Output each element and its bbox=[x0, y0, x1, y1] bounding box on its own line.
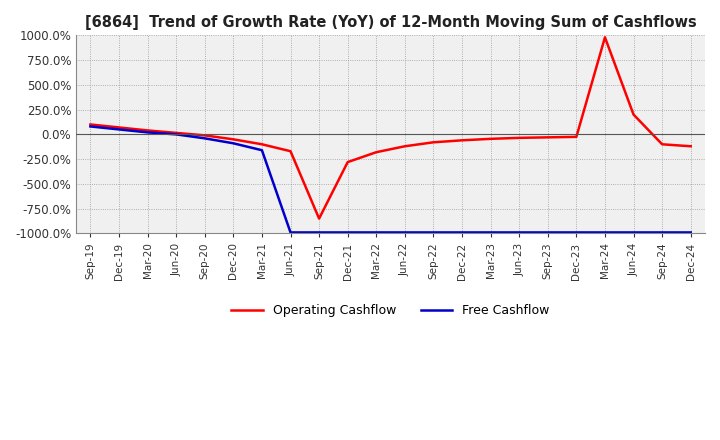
Operating Cashflow bbox=[372, 150, 381, 155]
Free Cashflow bbox=[658, 230, 667, 235]
Operating Cashflow bbox=[629, 112, 638, 117]
Free Cashflow bbox=[172, 132, 181, 137]
Operating Cashflow bbox=[458, 138, 467, 143]
Operating Cashflow bbox=[286, 149, 294, 154]
Free Cashflow bbox=[86, 124, 95, 129]
Line: Free Cashflow: Free Cashflow bbox=[91, 126, 690, 232]
Operating Cashflow bbox=[544, 135, 552, 140]
Free Cashflow bbox=[200, 136, 209, 141]
Free Cashflow bbox=[572, 230, 581, 235]
Free Cashflow bbox=[229, 141, 238, 146]
Free Cashflow bbox=[372, 230, 381, 235]
Free Cashflow bbox=[686, 230, 695, 235]
Operating Cashflow bbox=[658, 142, 667, 147]
Operating Cashflow bbox=[258, 142, 266, 147]
Operating Cashflow bbox=[400, 143, 409, 149]
Free Cashflow bbox=[600, 230, 609, 235]
Free Cashflow bbox=[114, 127, 123, 132]
Free Cashflow bbox=[515, 230, 523, 235]
Operating Cashflow bbox=[114, 125, 123, 130]
Operating Cashflow bbox=[229, 137, 238, 142]
Free Cashflow bbox=[458, 230, 467, 235]
Operating Cashflow bbox=[86, 122, 95, 127]
Free Cashflow bbox=[629, 230, 638, 235]
Operating Cashflow bbox=[572, 134, 581, 139]
Free Cashflow bbox=[486, 230, 495, 235]
Free Cashflow bbox=[315, 230, 323, 235]
Free Cashflow bbox=[343, 230, 352, 235]
Line: Operating Cashflow: Operating Cashflow bbox=[91, 37, 690, 219]
Free Cashflow bbox=[286, 230, 294, 235]
Title: [6864]  Trend of Growth Rate (YoY) of 12-Month Moving Sum of Cashflows: [6864] Trend of Growth Rate (YoY) of 12-… bbox=[85, 15, 696, 30]
Operating Cashflow bbox=[200, 133, 209, 138]
Operating Cashflow bbox=[143, 128, 152, 133]
Free Cashflow bbox=[143, 130, 152, 135]
Operating Cashflow bbox=[686, 143, 695, 149]
Operating Cashflow bbox=[600, 35, 609, 40]
Operating Cashflow bbox=[429, 139, 438, 145]
Operating Cashflow bbox=[172, 130, 181, 136]
Free Cashflow bbox=[429, 230, 438, 235]
Free Cashflow bbox=[258, 147, 266, 153]
Free Cashflow bbox=[400, 230, 409, 235]
Operating Cashflow bbox=[315, 216, 323, 221]
Legend: Operating Cashflow, Free Cashflow: Operating Cashflow, Free Cashflow bbox=[226, 299, 554, 322]
Operating Cashflow bbox=[343, 159, 352, 165]
Free Cashflow bbox=[544, 230, 552, 235]
Operating Cashflow bbox=[515, 135, 523, 140]
Operating Cashflow bbox=[486, 136, 495, 142]
